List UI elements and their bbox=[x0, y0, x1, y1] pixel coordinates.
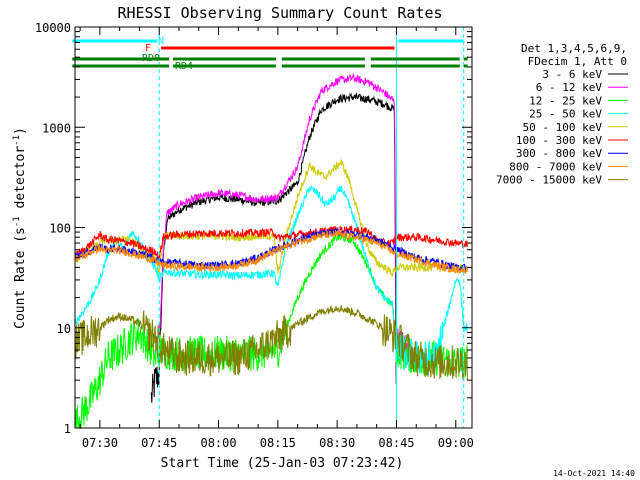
x-tick-label-6: 08:45 bbox=[378, 436, 414, 450]
flag-label-f: F bbox=[145, 43, 151, 54]
chart-title: RHESSI Observing Summary Count Rates bbox=[117, 4, 442, 22]
x-tick-label-7: 09:00 bbox=[438, 436, 474, 450]
legend-label-1: 3 - 6 keV bbox=[542, 68, 602, 81]
legend-header-2: FDecim 1, Att 0 bbox=[528, 55, 627, 68]
y-tick-label-2: 10 bbox=[57, 322, 71, 336]
legend-label-3: 12 - 25 keV bbox=[529, 94, 602, 107]
axis-ticks: 07:30 07:45 08:00 08:15 08:30 08:45 09:00 1 10 10… bbox=[35, 21, 474, 450]
legend: Det 1,3,4,5,6,9, FDecim 1, Att 0 3 - 6 k… bbox=[496, 42, 628, 187]
legend-label-5: 50 - 100 keV bbox=[523, 121, 603, 134]
x-tick-label-1: 07:30 bbox=[82, 436, 118, 450]
legend-label-7: 300 - 800 keV bbox=[516, 147, 602, 160]
x-axis-label: Start Time (25-Jan-03 07:23:42) bbox=[161, 456, 404, 471]
legend-label-9: 7000 - 15000 keV bbox=[496, 174, 602, 187]
y-axis-label: Count Rate (s-1 detector-1) bbox=[12, 127, 28, 329]
y-tick-label-5: 10000 bbox=[35, 21, 71, 35]
y-tick-label-4: 1000 bbox=[42, 121, 71, 135]
flag-label-rd4: RD4 bbox=[175, 61, 193, 72]
x-tick-label-5: 08:30 bbox=[319, 436, 355, 450]
x-tick-label-4: 08:15 bbox=[260, 436, 296, 450]
flag-label-rd0: RD0 bbox=[142, 53, 160, 64]
legend-label-4: 25 - 50 keV bbox=[529, 108, 602, 121]
flag-label-n: N bbox=[158, 36, 164, 47]
y-tick-label-3: 100 bbox=[49, 222, 71, 236]
legend-label-6: 100 - 300 keV bbox=[516, 134, 602, 147]
series-line-2 bbox=[158, 72, 409, 365]
series-line-9 bbox=[74, 305, 468, 381]
legend-label-8: 800 - 7000 keV bbox=[509, 160, 602, 173]
series-line-6 bbox=[74, 225, 468, 260]
y-tick-label-1: 1 bbox=[64, 422, 71, 436]
x-tick-label-3: 08:00 bbox=[200, 436, 236, 450]
legend-label-2: 6 - 12 keV bbox=[536, 81, 603, 94]
series-line-3 bbox=[74, 233, 468, 429]
series-line-8 bbox=[74, 229, 468, 275]
legend-header-1: Det 1,3,4,5,6,9, bbox=[521, 42, 627, 55]
footer-date: 14-Oct-2021 14:40 bbox=[553, 469, 635, 478]
x-tick-label-2: 07:45 bbox=[141, 436, 177, 450]
